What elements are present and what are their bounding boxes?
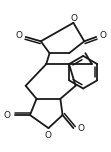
Text: O: O <box>77 124 84 133</box>
Text: O: O <box>16 31 23 40</box>
Text: O: O <box>99 31 106 40</box>
Text: O: O <box>71 14 78 23</box>
Text: O: O <box>45 131 52 140</box>
Text: O: O <box>4 111 11 120</box>
